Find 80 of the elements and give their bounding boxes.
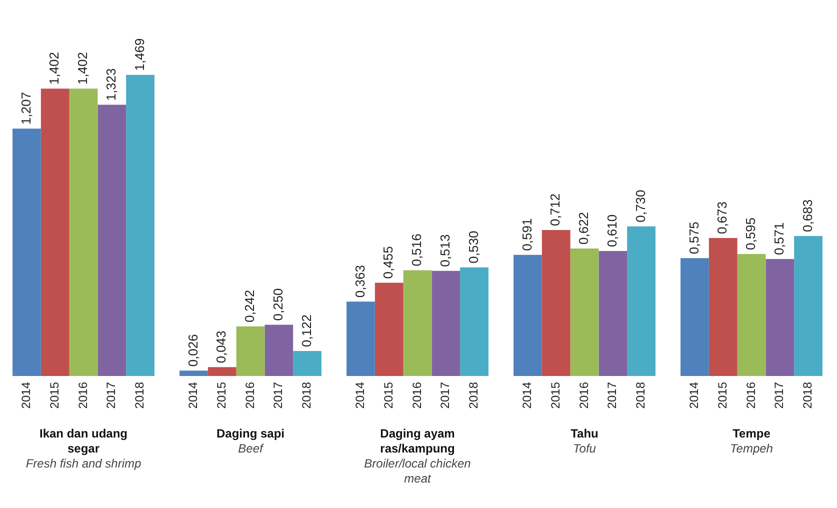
bar bbox=[460, 267, 488, 376]
text: 2015 bbox=[715, 382, 730, 409]
bar bbox=[598, 250, 628, 376]
data-label: 0,122 bbox=[298, 314, 314, 347]
data-label: 1,469 bbox=[132, 38, 147, 71]
data-label: 0,591 bbox=[519, 218, 534, 251]
x-tick-label: Daging sapi Beef bbox=[216, 426, 285, 456]
text: 2017 bbox=[772, 382, 786, 409]
bar bbox=[680, 258, 709, 376]
data-label: 1,207 bbox=[18, 92, 34, 125]
bar bbox=[208, 367, 236, 376]
text: 2015 bbox=[214, 382, 228, 409]
data-label: 0,250 bbox=[270, 288, 286, 321]
data-label: 0,673 bbox=[714, 201, 730, 234]
bar bbox=[126, 74, 154, 376]
data-label: 0,242 bbox=[242, 290, 258, 322]
text: 2014 bbox=[687, 382, 702, 409]
data-label: 0,043 bbox=[214, 330, 229, 364]
data-label: 0,363 bbox=[352, 265, 368, 298]
data-label: 0,455 bbox=[380, 246, 396, 279]
bar bbox=[374, 282, 404, 376]
data-label: 0,622 bbox=[576, 212, 592, 244]
bar bbox=[542, 230, 570, 376]
text: 2018 bbox=[466, 382, 481, 409]
bar bbox=[40, 88, 70, 376]
data-label: 1,402 bbox=[46, 52, 62, 85]
bar bbox=[737, 254, 766, 376]
text: 2015 bbox=[548, 382, 562, 409]
x-tick-label: Tahu Tofu bbox=[570, 426, 598, 456]
text: 2018 bbox=[300, 382, 314, 409]
text: 2016 bbox=[242, 382, 257, 409]
text: 2016 bbox=[76, 382, 90, 409]
text: 2016 bbox=[410, 382, 424, 409]
bar bbox=[403, 270, 432, 376]
bar bbox=[346, 302, 375, 376]
data-label: 1,402 bbox=[75, 52, 90, 85]
bar bbox=[69, 88, 98, 376]
text: 2016 bbox=[576, 382, 591, 409]
data-label: 0,571 bbox=[771, 222, 786, 255]
bar bbox=[766, 258, 794, 376]
data-label: 0,575 bbox=[686, 222, 702, 254]
data-label: 0,712 bbox=[548, 193, 563, 226]
text: 2014 bbox=[19, 382, 34, 409]
bar bbox=[708, 238, 738, 376]
text: 2014 bbox=[520, 382, 534, 409]
data-label: 0,513 bbox=[437, 234, 452, 267]
text: 2015 bbox=[47, 382, 62, 409]
bar bbox=[627, 226, 656, 376]
text: 2017 bbox=[438, 382, 452, 409]
text: 2017 bbox=[271, 382, 286, 409]
data-label: 0,026 bbox=[185, 334, 200, 367]
text: 2016 bbox=[744, 382, 758, 409]
data-label: 1,323 bbox=[103, 68, 118, 101]
data-label: 0,595 bbox=[743, 217, 758, 250]
bar bbox=[98, 104, 126, 376]
text: 2014 bbox=[353, 382, 368, 409]
bar bbox=[12, 128, 41, 376]
data-label: 0,530 bbox=[466, 230, 481, 264]
bar bbox=[514, 254, 542, 376]
text: 2014 bbox=[186, 382, 200, 409]
text: 2017 bbox=[605, 382, 620, 409]
bar bbox=[293, 350, 322, 376]
text: 2018 bbox=[634, 382, 648, 409]
text: 2015 bbox=[381, 382, 396, 409]
bar bbox=[236, 326, 265, 376]
text: 2018 bbox=[132, 382, 147, 409]
x-tick-label: Ikan dan udang segar Fresh fish and shrimp bbox=[26, 426, 142, 470]
text: 2017 bbox=[104, 382, 118, 409]
x-tick-label: Tempe Tempeh bbox=[730, 426, 774, 456]
bar bbox=[794, 236, 822, 376]
bar bbox=[264, 324, 294, 376]
data-label: 0,610 bbox=[604, 214, 620, 247]
text: 2018 bbox=[800, 382, 815, 409]
data-label: 0,730 bbox=[632, 190, 648, 222]
bar bbox=[570, 248, 599, 376]
data-label: 0,516 bbox=[409, 234, 424, 266]
bar bbox=[180, 370, 208, 376]
bar bbox=[432, 270, 460, 376]
data-label: 0,683 bbox=[800, 199, 815, 232]
x-tick-label: Daging ayam ras/kampung Broiler/local chicken meat bbox=[364, 426, 472, 486]
